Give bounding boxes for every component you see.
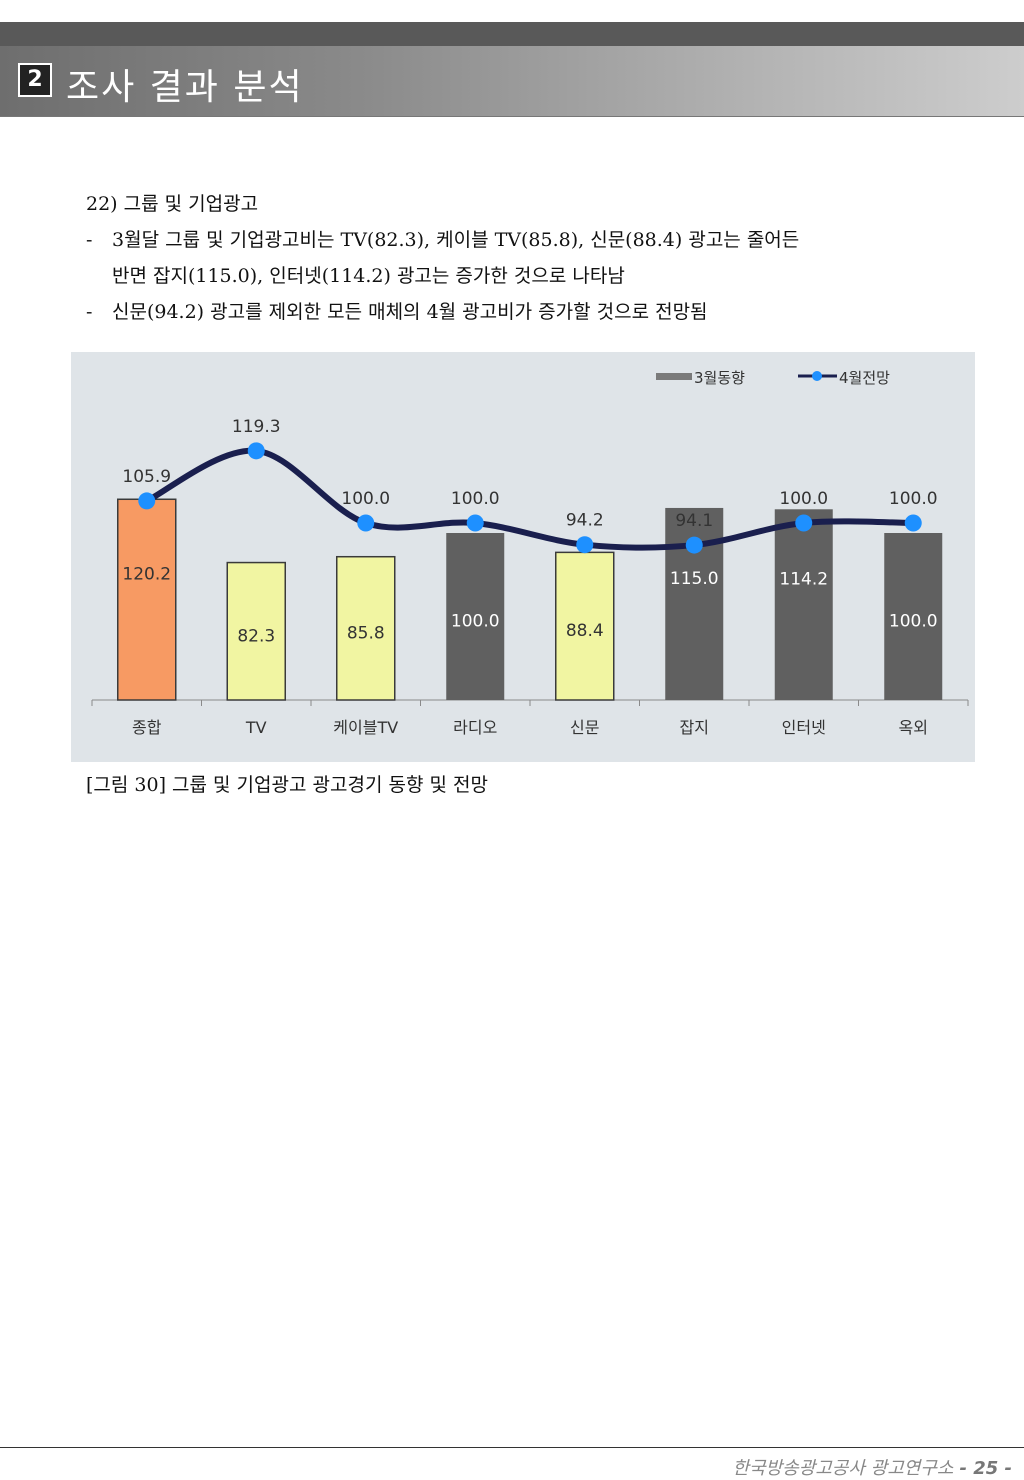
forecast-point xyxy=(466,514,484,532)
x-tick-label: 잡지 xyxy=(680,718,709,737)
legend-line-marker xyxy=(812,371,822,381)
bar-value-label: 100.0 xyxy=(451,612,500,632)
top-dark-bar xyxy=(0,22,1024,46)
forecast-value-label: 100.0 xyxy=(889,489,938,509)
x-tick-label: 신문 xyxy=(570,718,599,737)
bullet-dash: - xyxy=(86,229,93,251)
bar-5 xyxy=(555,551,615,701)
legend-bar-label: 3월동향 xyxy=(694,369,745,387)
bullet-1-line-1: -3월달 그룹 및 기업광고비는 TV(82.3), 케이블 TV(85.8),… xyxy=(86,222,966,258)
x-tick-label: 옥외 xyxy=(899,718,928,737)
bar-2 xyxy=(226,561,286,701)
bullet-1-line-2: 반면 잡지(115.0), 인터넷(114.2) 광고는 증가한 것으로 나타남 xyxy=(112,265,625,287)
bar-value-label: 120.2 xyxy=(122,565,171,585)
bullet-dash: - xyxy=(86,301,93,323)
bullet-text: 3월달 그룹 및 기업광고비는 TV(82.3), 케이블 TV(85.8), … xyxy=(112,229,800,251)
section-number: 2 xyxy=(18,63,52,97)
subsection-heading: 22) 그룹 및 기업광고 xyxy=(86,193,259,215)
bar-value-label: 100.0 xyxy=(889,612,938,632)
footer: 한국방송광고공사 광고연구소 - 25 - xyxy=(732,1454,1012,1480)
forecast-value-label: 94.2 xyxy=(566,511,604,531)
x-tick-label: 종합 xyxy=(132,718,162,737)
bullet-2-line-1: - 신문(94.2) 광고를 제외한 모든 매체의 4월 광고비가 증가할 것으로… xyxy=(86,294,966,330)
forecast-value-label: 100.0 xyxy=(341,489,390,509)
legend-bar-swatch xyxy=(656,373,692,380)
footer-org: 한국방송광고공사 광고연구소 xyxy=(732,1458,954,1479)
page-number: - 25 - xyxy=(959,1458,1012,1479)
combo-chart: 120.2 종합 82.3 TV 85.8 케이블TV 100.0 라디오 88.4 신문 115.… xyxy=(91,369,969,737)
bar-value-label: 114.2 xyxy=(779,570,828,590)
legend-line-label: 4월전망 xyxy=(839,369,890,387)
forecast-value-label: 119.3 xyxy=(232,417,281,437)
forecast-point xyxy=(904,514,922,532)
forecast-value-label: 105.9 xyxy=(122,467,171,487)
forecast-value-label: 94.1 xyxy=(675,511,713,531)
forecast-point xyxy=(138,492,156,510)
forecast-point xyxy=(685,536,703,554)
bullet-text: 신문(94.2) 광고를 제외한 모든 매체의 4월 광고비가 증가할 것으로 … xyxy=(112,301,708,323)
chart-panel: 120.2 종합 82.3 TV 85.8 케이블TV 100.0 라디오 88.4 신문 115.… xyxy=(71,352,975,762)
bar-3 xyxy=(336,555,396,701)
x-tick-label: TV xyxy=(245,718,267,737)
figure-caption: [그림 30] 그룹 및 기업광고 광고경기 동향 및 전망 xyxy=(86,774,488,796)
forecast-value-label: 100.0 xyxy=(451,489,500,509)
bar-value-label: 82.3 xyxy=(237,626,275,646)
body-text: 22) 그룹 및 기업광고 -3월달 그룹 및 기업광고비는 TV(82.3),… xyxy=(86,186,966,330)
bar-value-label: 85.8 xyxy=(347,623,385,643)
forecast-value-label: 100.0 xyxy=(779,489,828,509)
forecast-point xyxy=(247,442,265,460)
forecast-point xyxy=(795,514,813,532)
bar-4 xyxy=(446,533,505,700)
x-tick-label: 케이블TV xyxy=(333,718,398,737)
forecast-point xyxy=(576,536,594,554)
forecast-point xyxy=(357,514,375,532)
section-header: 2 조사 결과 분석 xyxy=(0,46,1024,117)
bar-value-label: 88.4 xyxy=(566,621,604,641)
x-tick-label: 인터넷 xyxy=(782,718,826,737)
bar-value-label: 115.0 xyxy=(670,569,719,589)
footer-rule xyxy=(0,1447,1024,1448)
section-title: 조사 결과 분석 xyxy=(66,67,304,108)
x-tick-label: 라디오 xyxy=(453,718,497,737)
bar-8 xyxy=(884,533,943,700)
bar-7 xyxy=(774,509,833,700)
bar-1 xyxy=(117,498,177,701)
